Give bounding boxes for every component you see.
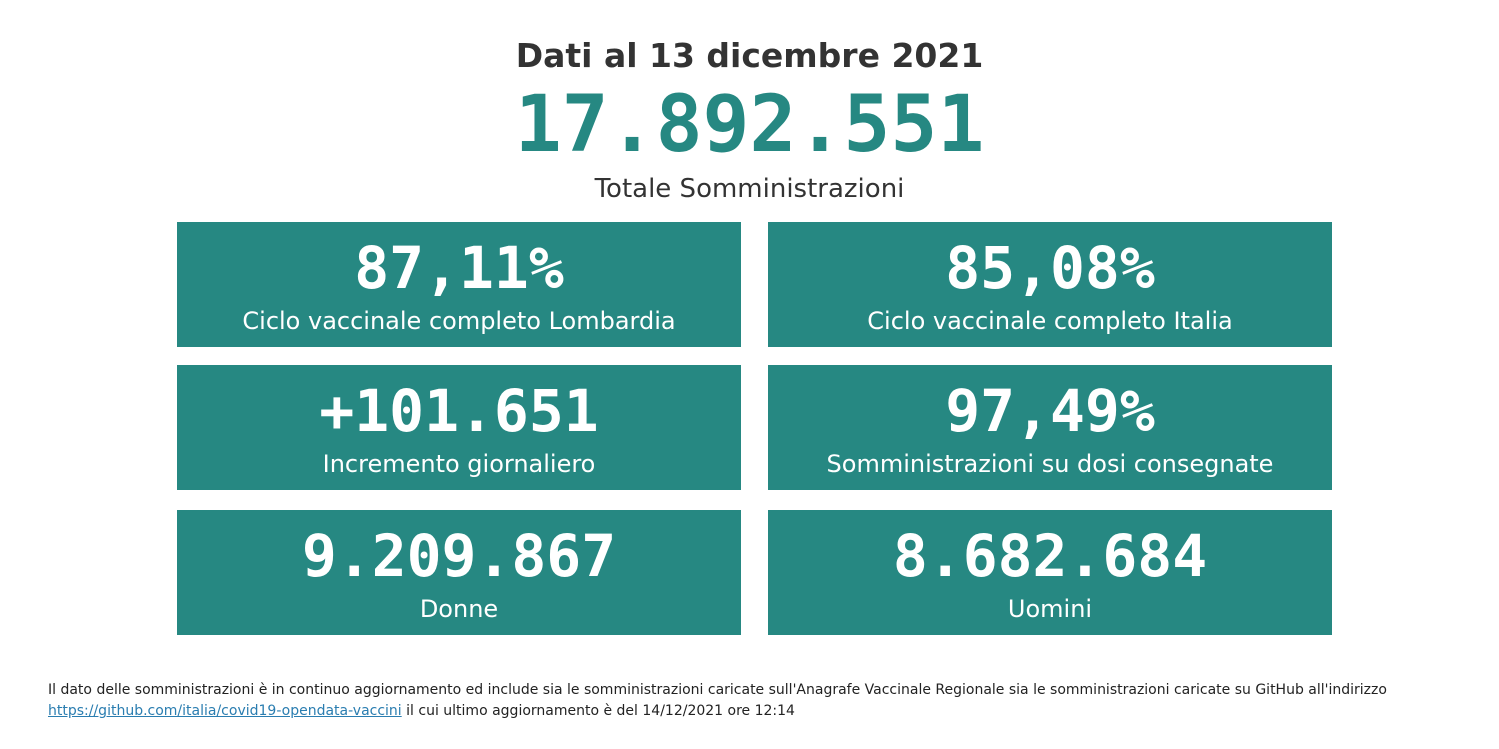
- stat-card-lombardia-complete-cycle: 87,11% Ciclo vaccinale completo Lombardi…: [177, 222, 741, 347]
- page-title: Dati al 13 dicembre 2021: [515, 36, 984, 75]
- github-opendata-link[interactable]: https://github.com/italia/covid19-openda…: [48, 703, 402, 719]
- stat-card-men: 8.682.684 Uomini: [768, 510, 1332, 635]
- total-administrations-caption: Totale Somministrazioni: [594, 174, 905, 204]
- stat-value: 85,08%: [945, 234, 1155, 302]
- stat-card-women: 9.209.867 Donne: [177, 510, 741, 635]
- stat-value: +101.651: [319, 377, 599, 445]
- stat-value: 9.209.867: [301, 522, 617, 590]
- footer-text-after: il cui ultimo aggiornamento è del 14/12/…: [401, 703, 795, 719]
- stat-card-administered-vs-delivered: 97,49% Somministrazioni su dosi consegna…: [768, 365, 1332, 490]
- stat-card-italia-complete-cycle: 85,08% Ciclo vaccinale completo Italia: [768, 222, 1332, 347]
- stat-value: 97,49%: [945, 377, 1155, 445]
- stat-label: Somministrazioni su dosi consegnate: [826, 450, 1274, 478]
- stat-card-daily-increment: +101.651 Incremento giornaliero: [177, 365, 741, 490]
- stat-label: Incremento giornaliero: [322, 450, 596, 478]
- footer-note: Il dato delle somministrazioni è in cont…: [48, 680, 1478, 722]
- footer-text-before: Il dato delle somministrazioni è in cont…: [48, 682, 1387, 698]
- stat-value: 87,11%: [354, 234, 564, 302]
- stat-label: Ciclo vaccinale completo Italia: [867, 307, 1233, 335]
- stat-value: 8.682.684: [892, 522, 1208, 590]
- stat-label: Donne: [419, 595, 499, 623]
- stat-label: Ciclo vaccinale completo Lombardia: [242, 307, 676, 335]
- total-administrations-value: 17.892.551: [514, 80, 985, 170]
- stat-label: Uomini: [1007, 595, 1093, 623]
